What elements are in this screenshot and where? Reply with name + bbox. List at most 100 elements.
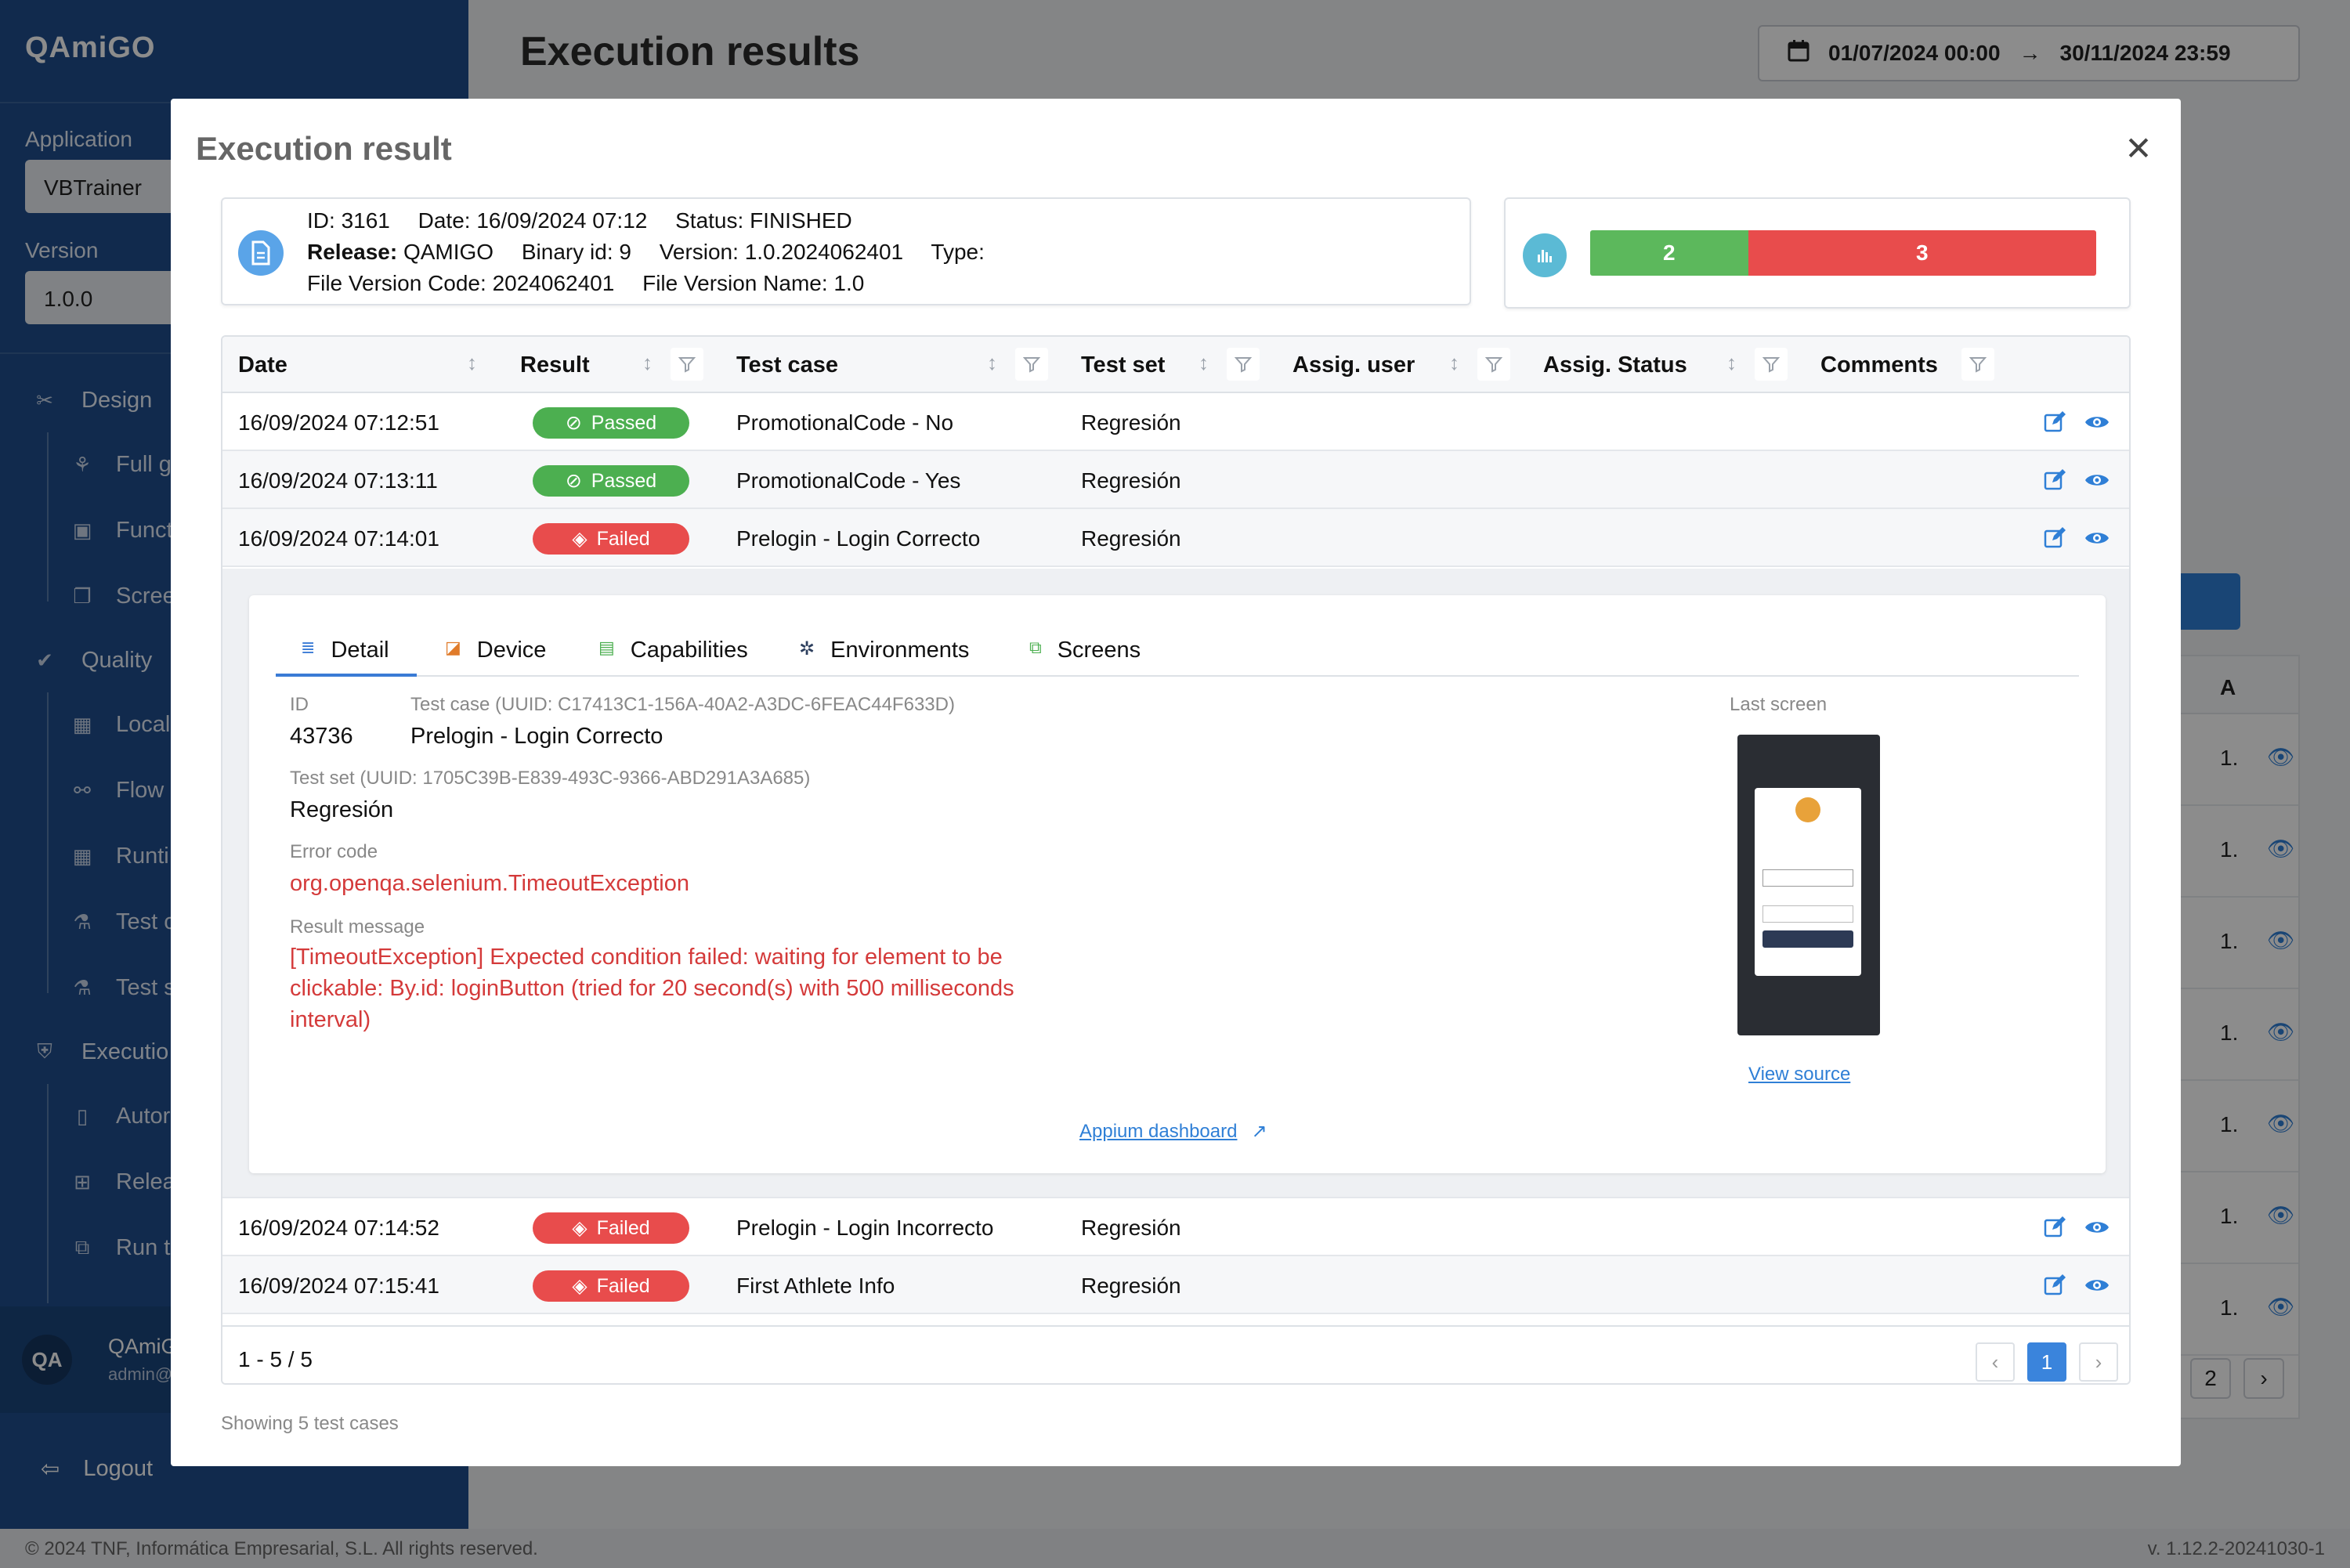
login-screen-preview: [1755, 788, 1861, 976]
date-range-picker[interactable]: 01/07/2024 00:00 → 30/11/2024 23:59: [1758, 25, 2300, 81]
warning-diamond-icon: ◈: [572, 1217, 588, 1239]
eye-icon[interactable]: 👁: [2267, 836, 2295, 861]
sort-icon[interactable]: ↕: [1726, 351, 1737, 374]
table-row[interactable]: 16/09/2024 07:15:41 ◈ Failed First Athlete …: [222, 1256, 2129, 1314]
sidebar-item-runtime[interactable]: ▦ Runti: [69, 843, 169, 869]
mobile-icon: ▯: [76, 1104, 89, 1128]
prev-page-button[interactable]: ‹: [1976, 1342, 2015, 1382]
eye-icon[interactable]: [2082, 465, 2112, 495]
eye-icon[interactable]: 👁: [2267, 1295, 2295, 1319]
tab-device[interactable]: ◪ Device: [445, 638, 547, 663]
page-1-button[interactable]: 1: [2027, 1342, 2066, 1382]
result-message-line: clickable: By.id: loginButton (tried for…: [290, 976, 1014, 1001]
eye-icon[interactable]: 👁: [2267, 1203, 2295, 1227]
sidebar-section-design[interactable]: ✂ Design: [31, 387, 152, 414]
sidebar-item-run[interactable]: ⧉ Run t: [69, 1234, 171, 1261]
showing-count: Showing 5 test cases: [221, 1413, 399, 1434]
eye-icon[interactable]: [2082, 523, 2112, 553]
column-header-result[interactable]: Result: [520, 352, 590, 378]
sidebar-item-flow[interactable]: ⚯ Flow i: [69, 777, 175, 804]
gear-icon: ✲: [799, 638, 815, 659]
status-badge: ⊘ Passed: [533, 465, 689, 497]
filter-icon[interactable]: [1015, 348, 1048, 381]
shield-bolt-icon: ⛨: [37, 1039, 52, 1063]
table-row[interactable]: 16/09/2024 07:12:51 ⊘ Passed PromotionalC…: [222, 393, 2129, 451]
test-set-value: Regresión: [290, 797, 394, 822]
edit-icon[interactable]: [2040, 1212, 2070, 1242]
flask-icon: ⚗: [73, 909, 92, 934]
close-icon[interactable]: ✕: [2124, 130, 2153, 167]
sort-icon[interactable]: ↕: [642, 351, 653, 374]
next-page-button[interactable]: ›: [2243, 1358, 2284, 1399]
tab-capabilities[interactable]: ▤ Capabilities: [598, 638, 748, 663]
sidebar-item-releases[interactable]: ⊞ Relea: [69, 1169, 175, 1195]
edit-icon[interactable]: [2040, 1270, 2070, 1300]
row-test-set: Regresión: [1081, 526, 1181, 551]
column-header-date[interactable]: Date: [238, 352, 287, 378]
eye-icon[interactable]: [2082, 1270, 2112, 1300]
eye-icon[interactable]: [2082, 407, 2112, 437]
check-badge-icon: ✔: [36, 648, 53, 672]
table-row[interactable]: 16/09/2024 07:14:52 ◈ Failed Prelogin - L…: [222, 1198, 2129, 1256]
sidebar-item-automation[interactable]: ▯ Autor: [69, 1103, 170, 1129]
view-source-link[interactable]: View source: [1748, 1064, 1851, 1085]
sidebar-item-screens[interactable]: ❐ Scree: [69, 583, 175, 609]
test-case-label: Test case (UUID: C17413C1-156A-40A2-A3DC…: [410, 694, 955, 715]
pass-fail-bar: 2 3: [1590, 230, 2096, 276]
tab-screens[interactable]: ⧉ Screens: [1029, 638, 1141, 663]
column-header-assig-user[interactable]: Assig. user: [1292, 352, 1415, 378]
check-circle-icon: ⊘: [565, 412, 582, 434]
sidebar-item-funct[interactable]: ▣ Funct: [69, 517, 173, 544]
logout-icon: ⇦: [41, 1457, 60, 1482]
row-test-set: Regresión: [1081, 410, 1181, 435]
grid-plus-icon: ⊞: [74, 1169, 91, 1194]
status-badge: ◈ Failed: [533, 1270, 689, 1302]
filter-icon[interactable]: [1755, 348, 1788, 381]
filter-icon[interactable]: [1477, 348, 1510, 381]
eye-icon[interactable]: 👁: [2267, 745, 2295, 769]
row-date: 16/09/2024 07:15:41: [238, 1274, 439, 1298]
sidebar-section-execution[interactable]: ⛨ Executio: [31, 1039, 168, 1065]
table-row: 1. 👁: [2117, 1081, 2298, 1172]
sort-icon[interactable]: ↕: [1449, 351, 1459, 374]
table-row[interactable]: 16/09/2024 07:13:11 ⊘ Passed PromotionalC…: [222, 451, 2129, 509]
logout-button[interactable]: ⇦ Logout: [41, 1456, 154, 1482]
sidebar-item-test-sets[interactable]: ⚗ Test s: [69, 974, 175, 1001]
appium-dashboard-link[interactable]: Appium dashboard ↗: [1079, 1121, 1267, 1142]
column-header-test-set[interactable]: Test set: [1081, 352, 1166, 378]
column-header-comments[interactable]: Comments: [1820, 352, 1938, 378]
filter-icon[interactable]: [1961, 348, 1994, 381]
table-row-expanded[interactable]: 16/09/2024 07:14:01 ◈ Failed Prelogin - L…: [222, 509, 2129, 567]
sidebar-item-full[interactable]: ⚘ Full g: [69, 451, 172, 478]
filter-icon[interactable]: [1227, 348, 1260, 381]
edit-icon[interactable]: [2040, 523, 2070, 553]
test-set-label: Test set (UUID: 1705C39B-E839-493C-9366-…: [290, 768, 811, 789]
tab-environments[interactable]: ✲ Environments: [799, 638, 970, 663]
eye-icon[interactable]: [2082, 1212, 2112, 1242]
edit-icon[interactable]: [2040, 465, 2070, 495]
row-test-set: Regresión: [1081, 1216, 1181, 1240]
sort-icon[interactable]: ↕: [467, 351, 477, 374]
sort-icon[interactable]: ↕: [1198, 351, 1209, 374]
detail-card: ≣ Detail ◪ Device ▤ Capabilities ✲ Environme…: [249, 595, 2106, 1173]
page-2-button[interactable]: 2: [2190, 1358, 2231, 1399]
column-header-assig-status[interactable]: Assig. Status: [1543, 352, 1687, 378]
tree-line: [47, 692, 49, 993]
sort-icon[interactable]: ↕: [987, 351, 997, 374]
sidebar-item-test-cases[interactable]: ⚗ Test c: [69, 909, 175, 935]
test-case-table: Date ↕ Result ↕ Test case ↕ Test set ↕ A…: [221, 335, 2131, 1385]
table-header: Date ↕ Result ↕ Test case ↕ Test set ↕ A…: [222, 337, 2129, 393]
next-page-button[interactable]: ›: [2079, 1342, 2118, 1382]
last-screen-thumbnail[interactable]: [1737, 735, 1880, 1035]
filter-icon[interactable]: [671, 348, 703, 381]
row-test-case: PromotionalCode - No: [736, 410, 954, 435]
sidebar-section-quality[interactable]: ✔ Quality: [31, 647, 152, 674]
sidebar-item-local[interactable]: ▦ Local: [69, 711, 171, 738]
id-label: ID: [290, 694, 309, 715]
column-header-test-case[interactable]: Test case: [736, 352, 839, 378]
eye-icon[interactable]: 👁: [2267, 1020, 2295, 1044]
tab-detail[interactable]: ≣ Detail: [276, 627, 417, 677]
edit-icon[interactable]: [2040, 407, 2070, 437]
eye-icon[interactable]: 👁: [2267, 1111, 2295, 1136]
eye-icon[interactable]: 👁: [2267, 928, 2295, 952]
